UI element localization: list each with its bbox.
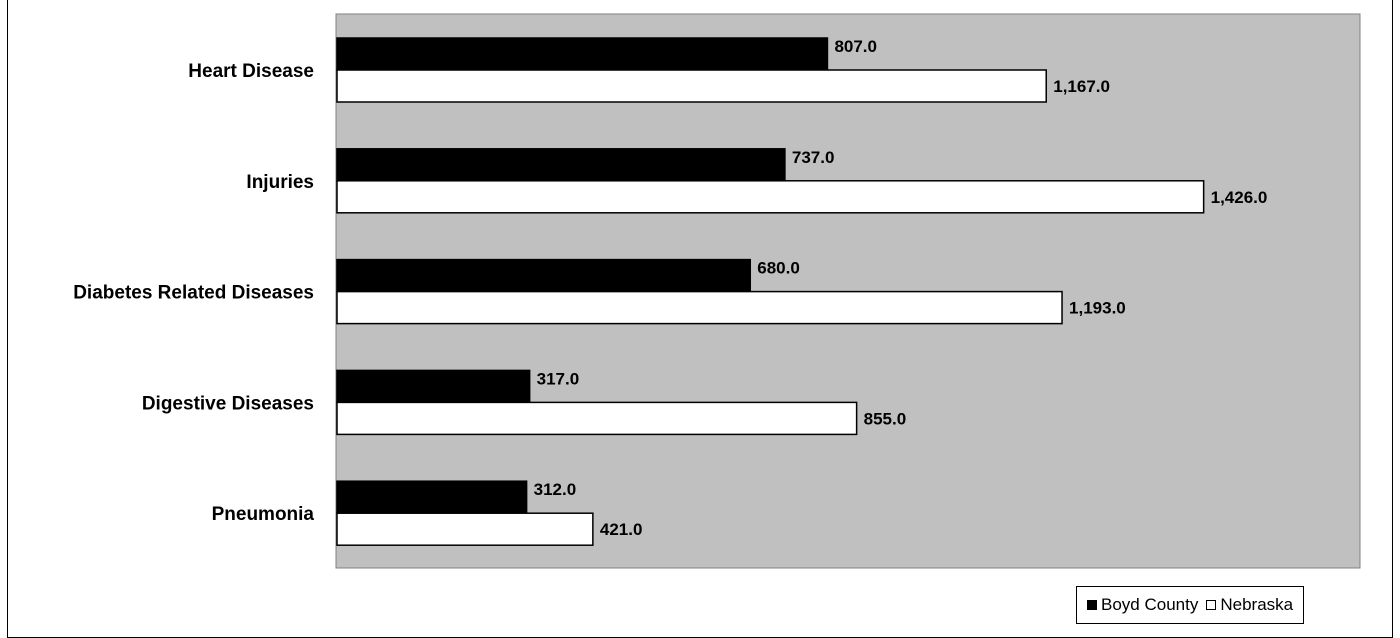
value-label-nebraska-diabetes-related-diseases: 1,193.0 [1069, 299, 1126, 318]
bar-boyd-county-injuries [336, 148, 786, 182]
legend-item-nebraska: Nebraska [1206, 595, 1293, 615]
value-label-boyd-county-injuries: 737.0 [792, 148, 835, 167]
category-label-diabetes-related-diseases: Diabetes Related Diseases [73, 283, 314, 304]
category-label-heart-disease: Heart Disease [188, 61, 314, 82]
value-label-boyd-county-heart-disease: 807.0 [834, 37, 877, 56]
value-label-nebraska-digestive-diseases: 855.0 [864, 409, 907, 428]
legend-label-boyd-county: Boyd County [1101, 595, 1199, 614]
value-label-boyd-county-digestive-diseases: 317.0 [537, 369, 580, 388]
bar-boyd-county-heart-disease [336, 37, 829, 71]
category-label-pneumonia: Pneumonia [212, 504, 315, 525]
bar-nebraska-pneumonia [336, 512, 594, 546]
category-label-digestive-diseases: Digestive Diseases [142, 393, 314, 414]
bar-nebraska-diabetes-related-diseases [336, 290, 1063, 325]
value-label-nebraska-pneumonia: 421.0 [600, 520, 643, 539]
legend: Boyd County Nebraska [1076, 586, 1305, 624]
bar-nebraska-digestive-diseases [336, 401, 858, 436]
value-label-nebraska-heart-disease: 1,167.0 [1053, 77, 1110, 96]
legend-swatch-nebraska [1206, 600, 1217, 610]
bar-boyd-county-pneumonia [336, 480, 528, 514]
legend-label-nebraska: Nebraska [1220, 595, 1294, 614]
value-label-boyd-county-diabetes-related-diseases: 680.0 [757, 259, 800, 278]
category-label-injuries: Injuries [246, 172, 314, 193]
bar-boyd-county-digestive-diseases [336, 369, 531, 404]
bar-chart: Heart Disease 807.0 1,167.0 Injuries 737.0 1,… [73, 13, 1361, 569]
value-label-nebraska-injuries: 1,426.0 [1211, 188, 1268, 207]
legend-swatch-boyd-county [1087, 600, 1097, 610]
bar-nebraska-heart-disease [336, 69, 1047, 103]
bar-nebraska-injuries [336, 180, 1205, 214]
bar-boyd-county-diabetes-related-diseases [336, 258, 752, 293]
legend-item-boyd-county: Boyd County [1087, 595, 1198, 615]
value-label-boyd-county-pneumonia: 312.0 [534, 480, 577, 499]
